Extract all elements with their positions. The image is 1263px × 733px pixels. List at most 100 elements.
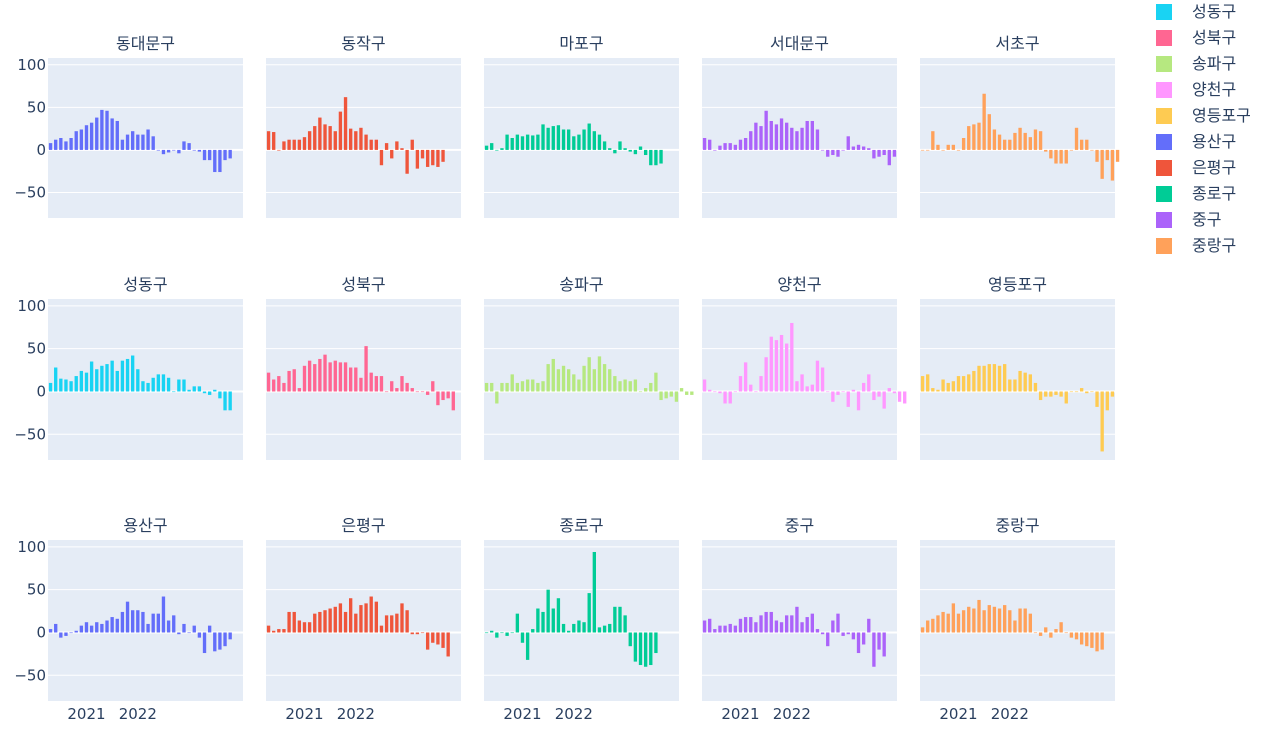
bar [384, 143, 389, 150]
legend-item[interactable]: 송파구 [1156, 54, 1236, 73]
bar [931, 131, 935, 150]
bar [820, 632, 825, 635]
legend-item[interactable]: 중구 [1156, 210, 1221, 229]
bar [410, 139, 414, 150]
bar [48, 143, 53, 150]
bar [302, 622, 307, 633]
legend-swatch [1156, 212, 1172, 228]
bar [64, 632, 68, 636]
legend-item[interactable]: 영등포구 [1156, 106, 1251, 125]
bar [628, 149, 632, 152]
panel-title: 동대문구 [116, 34, 175, 53]
bar [192, 625, 196, 633]
bar [307, 622, 312, 633]
bar [1044, 627, 1048, 633]
bar [207, 149, 212, 161]
bar [436, 632, 440, 645]
bar [151, 136, 155, 150]
bar [400, 376, 404, 392]
bar [795, 381, 799, 392]
bar [882, 632, 886, 657]
panel-title: 중랑구 [995, 516, 1039, 535]
bar [349, 598, 353, 633]
bar [213, 149, 217, 173]
bar [187, 389, 191, 392]
bar [197, 149, 202, 152]
bar [525, 134, 530, 150]
bar [379, 149, 384, 166]
panel-동작구: 동작구 [266, 34, 461, 218]
y-tick-label: 0 [36, 382, 46, 400]
bar [1054, 391, 1058, 395]
bar [779, 118, 784, 150]
bar [541, 611, 545, 633]
bar [120, 611, 125, 633]
bar [861, 632, 866, 645]
bar [172, 391, 176, 393]
bar [582, 622, 586, 633]
bar [882, 149, 886, 156]
bar [956, 149, 961, 151]
legend-item[interactable]: 용산구 [1156, 132, 1236, 151]
bar [936, 144, 940, 150]
bar [69, 381, 73, 392]
bar [669, 391, 673, 397]
bar [931, 618, 935, 633]
bar [1095, 391, 1099, 407]
bar [1105, 149, 1109, 161]
bar [851, 389, 856, 392]
legend-item[interactable]: 중랑구 [1156, 236, 1236, 255]
panel-서대문구: 서대문구 [702, 34, 897, 218]
bar [836, 149, 840, 157]
bar [977, 599, 981, 633]
bar [1074, 632, 1079, 640]
legend-item[interactable]: 성북구 [1156, 28, 1236, 47]
bar [187, 632, 191, 634]
bar [323, 610, 327, 633]
bar [872, 391, 876, 401]
bar [613, 149, 617, 154]
bar [592, 369, 596, 392]
bar [1003, 139, 1007, 150]
bar [213, 389, 217, 392]
bar [359, 377, 363, 392]
y-tick-label: 100 [17, 56, 46, 74]
bar [441, 391, 445, 401]
bar [815, 129, 820, 150]
bar [431, 381, 435, 392]
bar [1008, 610, 1012, 633]
bar [131, 355, 135, 392]
bar [74, 131, 78, 150]
legend-swatch [1156, 160, 1172, 176]
bar [313, 126, 317, 150]
bar [718, 625, 722, 633]
bar [920, 376, 925, 392]
legend-item[interactable]: 종로구 [1156, 184, 1236, 203]
bar [728, 143, 732, 150]
bar [1090, 149, 1094, 151]
bar [728, 391, 732, 404]
bar [972, 608, 976, 633]
bar [333, 606, 337, 633]
bar [951, 144, 956, 150]
bar [292, 369, 296, 392]
bar [451, 391, 455, 411]
legend-item[interactable]: 은평구 [1156, 158, 1236, 177]
y-tick-label: 50 [27, 340, 46, 358]
bar [708, 618, 712, 633]
legend-item[interactable]: 성동구 [1156, 2, 1236, 21]
bar [1105, 391, 1109, 411]
legend-item[interactable]: 양천구 [1156, 80, 1236, 99]
bar [718, 145, 722, 150]
legend-swatch [1156, 56, 1172, 72]
bar [738, 139, 743, 150]
bar [836, 613, 840, 633]
bar [769, 336, 773, 392]
bar [1033, 382, 1038, 392]
bar [967, 606, 971, 633]
panel-title: 서대문구 [770, 34, 829, 53]
legend-swatch [1156, 30, 1172, 46]
bar [926, 149, 930, 151]
bar [395, 613, 399, 633]
